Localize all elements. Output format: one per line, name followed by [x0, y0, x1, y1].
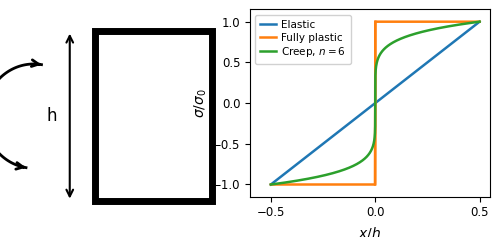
Creep, $n = 6$: [364, 155, 370, 158]
Elastic: [476, 20, 482, 23]
Creep, $n = 6$: [370, 146, 376, 149]
Fully plastic: [268, 183, 274, 186]
Creep, $n = 6$: [432, 27, 438, 30]
Creep, $n = 6$: [268, 183, 274, 186]
Creep, $n = 6$: [470, 21, 476, 24]
Creep, $n = 6$: [278, 182, 284, 184]
Line: Creep, $n = 6$: Creep, $n = 6$: [271, 22, 480, 184]
Elastic: [432, 55, 438, 58]
Elastic: [470, 25, 476, 28]
Fully plastic: [372, 183, 378, 186]
Bar: [94, 31, 212, 201]
X-axis label: $x/h$: $x/h$: [358, 225, 382, 237]
Creep, $n = 6$: [476, 20, 482, 23]
Legend: Elastic, Fully plastic, Creep, $n = 6$: Elastic, Fully plastic, Creep, $n = 6$: [255, 15, 351, 64]
Fully plastic: [372, 20, 378, 23]
Creep, $n = 6$: [470, 21, 476, 24]
Line: Fully plastic: Fully plastic: [271, 22, 480, 184]
Elastic: [364, 108, 370, 111]
Elastic: [278, 175, 284, 178]
Line: Elastic: Elastic: [271, 22, 480, 184]
Elastic: [268, 183, 274, 186]
Elastic: [470, 25, 476, 28]
Text: h: h: [46, 107, 57, 125]
Fully plastic: [476, 20, 482, 23]
Y-axis label: $\sigma/\sigma_0$: $\sigma/\sigma_0$: [192, 88, 209, 118]
Elastic: [370, 104, 376, 107]
